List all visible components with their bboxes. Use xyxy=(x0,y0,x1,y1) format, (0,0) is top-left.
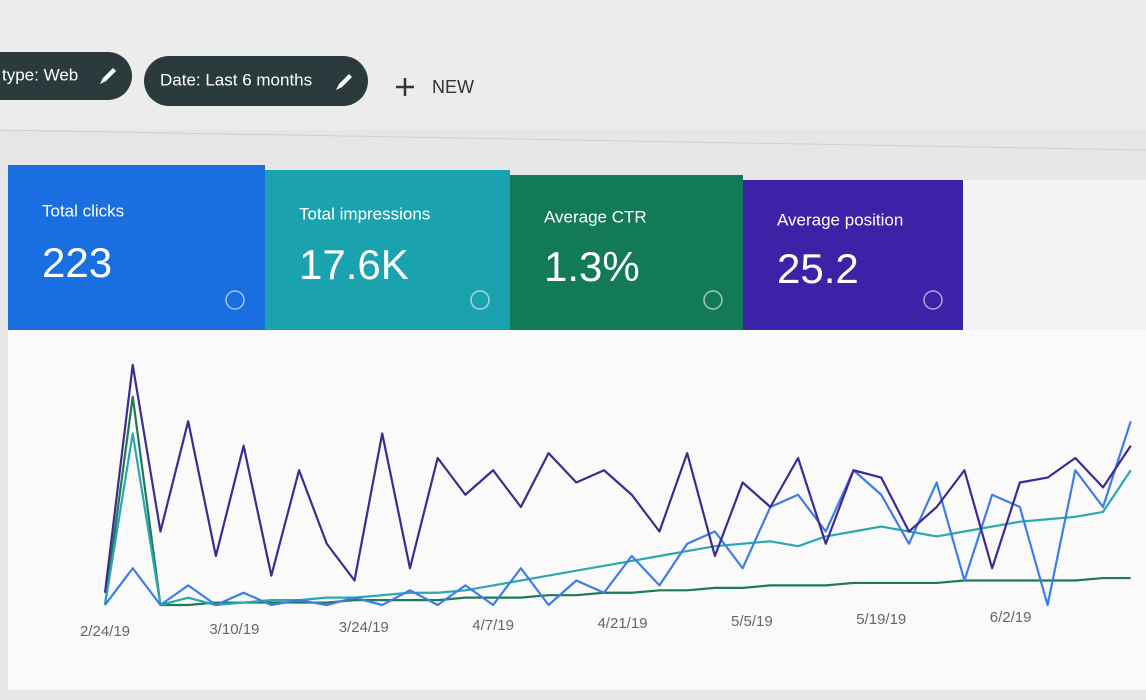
filter-label: Date: Last 6 months xyxy=(160,70,312,89)
series-line xyxy=(103,363,1132,593)
filter-chip[interactable] xyxy=(144,56,368,106)
help-icon[interactable] xyxy=(470,290,490,310)
metric-label: Total impressions xyxy=(299,204,430,223)
x-tick-label: 2/24/19 xyxy=(80,623,130,640)
help-icon[interactable] xyxy=(703,290,723,310)
x-tick-label: 3/24/19 xyxy=(339,619,389,636)
x-tick-label: 5/5/19 xyxy=(731,613,773,630)
chart-panel xyxy=(8,330,1146,690)
x-tick-label: 3/10/19 xyxy=(209,621,259,638)
x-tick-label: 6/2/19 xyxy=(990,609,1032,626)
metric-label: Average CTR xyxy=(544,207,647,226)
filter-label: type: Web xyxy=(2,65,78,84)
new-button[interactable]: NEW xyxy=(432,77,474,97)
metric-value: 25.2 xyxy=(777,245,859,292)
metric-value: 223 xyxy=(42,239,112,286)
help-icon[interactable] xyxy=(923,290,943,310)
series-line xyxy=(103,395,1131,607)
x-tick-label: 4/7/19 xyxy=(472,617,514,634)
x-tick-label: 5/19/19 xyxy=(856,611,906,628)
x-tick-label: 4/21/19 xyxy=(597,615,647,632)
edit-icon[interactable] xyxy=(100,68,116,84)
filter-chip[interactable] xyxy=(0,52,132,100)
series-line xyxy=(103,432,1132,607)
card-space xyxy=(963,180,1146,330)
metric-label: Total clicks xyxy=(42,201,124,220)
metric-card[interactable] xyxy=(510,175,743,330)
metric-card[interactable] xyxy=(265,170,510,330)
metric-value: 17.6K xyxy=(299,241,409,288)
divider xyxy=(0,129,1146,151)
edit-icon[interactable] xyxy=(336,74,352,90)
series-line xyxy=(104,420,1132,607)
metric-card[interactable] xyxy=(8,165,265,330)
metric-label: Average position xyxy=(777,210,903,229)
add-icon[interactable] xyxy=(396,78,414,96)
metric-value: 1.3% xyxy=(544,243,640,290)
help-icon[interactable] xyxy=(225,290,245,310)
